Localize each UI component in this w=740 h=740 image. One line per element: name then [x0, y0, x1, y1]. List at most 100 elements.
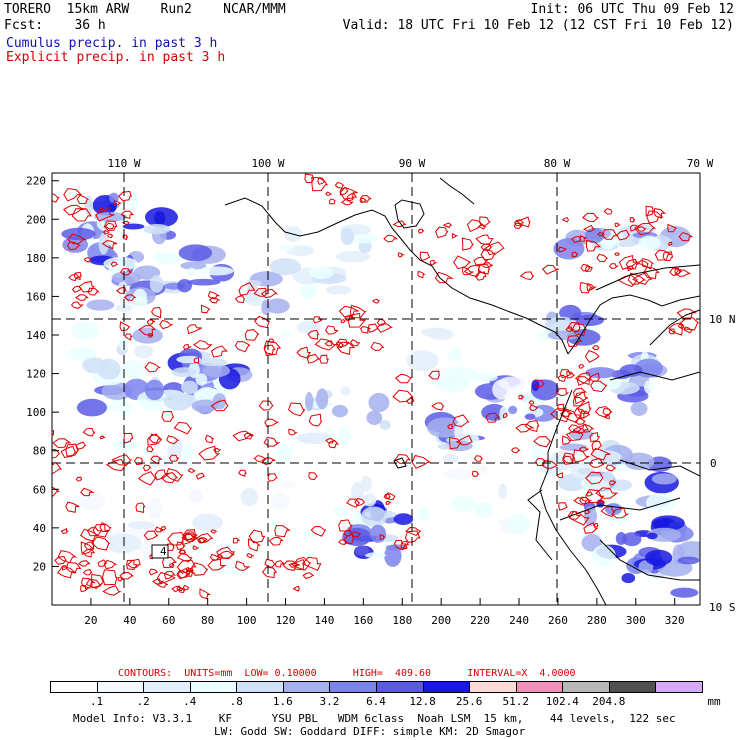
- precip-cell: [176, 355, 202, 364]
- precip-cell: [645, 493, 676, 513]
- precip-cell: [559, 443, 588, 452]
- precip-contour: [167, 531, 186, 546]
- precip-contour: [146, 446, 155, 453]
- precip-cell: [537, 457, 565, 475]
- precip-contour: [567, 511, 582, 520]
- precip-contour: [557, 403, 568, 412]
- precip-contour: [160, 472, 179, 484]
- precip-cell: [470, 373, 498, 382]
- precip-contour: [379, 534, 386, 540]
- precip-contour: [177, 566, 191, 579]
- precip-contour: [234, 295, 245, 304]
- precip-cell: [643, 380, 654, 394]
- valid-time: Valid: 18 UTC Fri 10 Feb 12 (12 CST Fri …: [342, 18, 734, 33]
- precip-contour: [558, 246, 567, 253]
- precip-contour: [60, 445, 77, 459]
- precip-contour: [52, 486, 61, 498]
- precip-contour: [247, 538, 262, 552]
- precip-contour: [582, 423, 595, 433]
- precip-cell: [61, 227, 96, 241]
- precip-contour: [61, 565, 69, 571]
- precip-contour: [574, 372, 592, 386]
- precip-contour: [107, 233, 114, 239]
- precip-contour: [541, 264, 559, 275]
- precip-contour: [63, 187, 83, 202]
- precip-cell: [442, 468, 475, 480]
- precip-contour: [82, 427, 96, 437]
- precip-cell: [71, 320, 100, 340]
- precip-contour: [232, 537, 241, 544]
- precip-contour: [111, 454, 132, 466]
- precip-contour: [325, 438, 335, 444]
- precip-contour: [168, 562, 175, 569]
- precip-contour: [210, 529, 218, 534]
- precip-contour: [110, 261, 119, 268]
- precip-contour: [164, 570, 177, 580]
- precip-contour: [75, 441, 87, 450]
- precip-contour: [480, 248, 497, 261]
- precip-contour: [466, 219, 484, 233]
- precip-cell: [261, 300, 271, 316]
- precip-contour: [216, 546, 236, 560]
- precip-contour: [104, 222, 116, 230]
- precip-contour: [324, 325, 339, 335]
- precip-contour: [282, 560, 301, 571]
- precip-cell: [82, 357, 107, 374]
- precip-contour: [411, 454, 432, 469]
- precip-cell: [214, 566, 250, 575]
- precip-contour: [383, 234, 399, 243]
- precip-contour: [183, 343, 192, 351]
- y-tick-label: 180: [26, 252, 46, 265]
- precip-contour: [535, 457, 548, 466]
- precip-contour: [580, 410, 591, 420]
- colorbar-swatch: [282, 681, 331, 693]
- precip-contour: [80, 528, 100, 542]
- precip-contour: [57, 566, 77, 579]
- x-tick-label: 320: [665, 614, 685, 627]
- precip-contour: [314, 338, 338, 351]
- precip-contour: [67, 241, 82, 251]
- precip-contour: [186, 567, 194, 573]
- precip-contour: [616, 229, 631, 241]
- precip-cell: [354, 545, 370, 556]
- precip-contour: [204, 434, 215, 444]
- precip-contour: [678, 232, 694, 242]
- precip-contour: [268, 536, 284, 546]
- precip-cell: [300, 283, 317, 300]
- physics-info: LW: Godd SW: Goddard DIFF: simple KM: 2D…: [214, 725, 526, 738]
- precip-contour: [335, 338, 350, 348]
- precip-contour: [385, 492, 396, 501]
- precip-cell: [67, 346, 97, 362]
- precip-contour: [261, 457, 276, 466]
- precip-contour: [152, 578, 165, 585]
- precip-contour: [645, 205, 654, 217]
- precip-contour: [12, 543, 20, 550]
- precip-cell: [178, 244, 213, 262]
- precip-contour: [513, 219, 525, 227]
- precip-cell: [303, 531, 314, 538]
- y-tick-label: 220: [26, 175, 46, 188]
- precip-contour: [102, 585, 122, 596]
- precip-contour: [268, 338, 275, 344]
- precip-cell: [202, 364, 231, 378]
- precip-contour: [143, 530, 160, 541]
- lat-label-10n: 10 N: [709, 313, 736, 326]
- precip-contour: [124, 333, 133, 341]
- precip-contour: [80, 577, 96, 589]
- precip-contour: [584, 509, 591, 515]
- precip-cell: [143, 224, 171, 235]
- precip-contour: [641, 259, 649, 268]
- precip-cell: [602, 471, 614, 483]
- precip-contour: [200, 304, 212, 314]
- precip-contour: [579, 281, 594, 294]
- precip-contour: [350, 531, 361, 538]
- precip-contour: [515, 423, 535, 433]
- precip-contour: [311, 176, 329, 192]
- precip-contour: [154, 526, 164, 533]
- precip-contour: [133, 456, 144, 466]
- colorbar-swatch: [236, 681, 284, 693]
- colorbar-level-label: 3.2: [319, 695, 340, 708]
- x-tick-label: 120: [276, 614, 296, 627]
- precip-contour: [306, 354, 321, 364]
- precip-contour: [263, 436, 281, 447]
